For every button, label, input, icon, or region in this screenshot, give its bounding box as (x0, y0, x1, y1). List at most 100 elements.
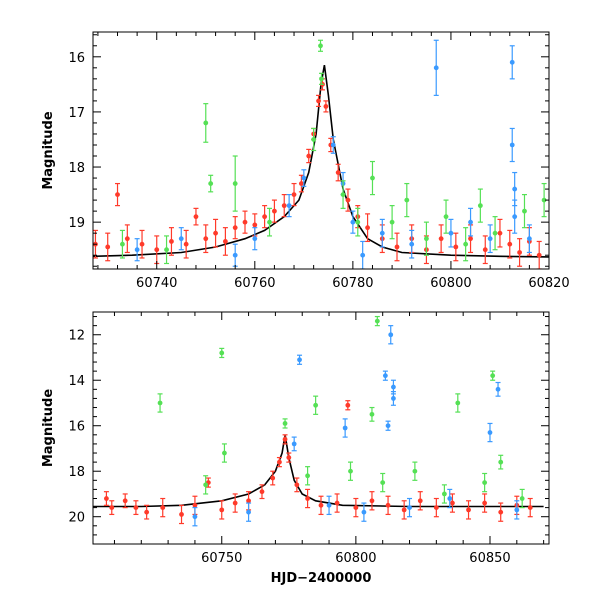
data-point (335, 170, 341, 175)
data-point (361, 509, 367, 515)
series-0 (103, 400, 533, 525)
data-point (447, 496, 453, 501)
x-tick-label: 60820 (528, 276, 569, 291)
data-point (311, 137, 317, 142)
y-tick-label: 18 (68, 465, 85, 480)
series-2 (157, 315, 525, 509)
data-point (380, 480, 386, 485)
data-point (385, 423, 391, 429)
data-point (495, 386, 501, 392)
data-point (222, 450, 227, 456)
data-point (313, 402, 319, 408)
data-point (353, 505, 359, 511)
data-point (448, 230, 454, 236)
data-point (541, 197, 547, 203)
data-point (350, 219, 356, 225)
model-curve (93, 64, 549, 258)
data-point (286, 203, 292, 209)
x-tick-label: 60800 (335, 551, 376, 566)
data-point (404, 197, 410, 203)
data-point (509, 59, 515, 65)
data-point (160, 505, 166, 511)
data-point (438, 236, 444, 242)
data-point (246, 498, 251, 504)
data-point (340, 192, 346, 197)
data-point (463, 241, 469, 247)
y-tick-label: 16 (68, 420, 85, 435)
data-point (203, 236, 209, 242)
y-axis-label: Magnitude (41, 111, 56, 190)
series-2 (119, 39, 547, 265)
data-point (208, 181, 214, 186)
data-point (453, 244, 459, 250)
data-point (527, 505, 533, 511)
data-point (412, 468, 418, 474)
bottom-panel: 60750 60800 60850 12 14 16 18 20 Magnitude HJD−24… (41, 311, 550, 586)
data-point (272, 208, 277, 214)
data-point (345, 197, 351, 203)
data-point (318, 43, 323, 49)
data-point (252, 222, 258, 228)
data-point (514, 507, 520, 513)
data-point (389, 219, 395, 225)
plot-frame (92, 311, 550, 545)
data-point (281, 203, 287, 209)
data-point (388, 332, 394, 338)
data-point (169, 239, 174, 244)
data-point (183, 241, 189, 247)
data-point (282, 421, 288, 426)
data-point (134, 247, 140, 253)
data-point (536, 252, 542, 258)
data-point (232, 252, 238, 258)
x-tick-label: 60780 (332, 276, 373, 291)
data-point (219, 350, 225, 356)
data-point (242, 219, 248, 225)
data-point (270, 475, 276, 481)
y-axis-label: Magnitude (41, 389, 56, 468)
x-tick-label: 60800 (430, 276, 471, 291)
data-point (385, 502, 391, 508)
data-point (455, 400, 461, 406)
data-point (246, 509, 251, 515)
data-point (305, 473, 310, 479)
data-point (298, 181, 304, 186)
data-point (374, 318, 380, 324)
data-point (526, 236, 532, 242)
data-point (369, 411, 375, 417)
x-tick-label: 60850 (469, 551, 510, 566)
data-point (391, 396, 396, 401)
data-point (379, 230, 385, 236)
data-point (345, 402, 351, 408)
data-point (369, 498, 375, 504)
data-point (291, 192, 297, 197)
data-point (277, 459, 282, 465)
data-point (115, 192, 120, 197)
data-point (192, 514, 198, 520)
data-point (394, 244, 400, 250)
y-tick-label: 20 (68, 511, 85, 526)
data-point (342, 425, 348, 431)
data-point (282, 436, 288, 442)
data-point (157, 400, 163, 406)
data-point (482, 480, 488, 485)
data-point (232, 225, 238, 231)
x-tick-label: 60740 (136, 276, 177, 291)
data-point (326, 502, 332, 508)
x-tick-label: 60750 (201, 551, 242, 566)
data-point (360, 252, 366, 258)
data-point (348, 468, 353, 474)
data-point (259, 489, 265, 495)
data-point (139, 241, 145, 247)
data-point (286, 455, 292, 460)
data-point (409, 241, 415, 247)
series-1 (192, 325, 520, 527)
data-point (512, 186, 518, 192)
y-tick-label: 19 (68, 216, 85, 231)
data-point (507, 241, 513, 247)
data-point (487, 236, 493, 242)
data-point (433, 65, 439, 71)
data-point (490, 373, 496, 379)
data-point (104, 496, 109, 501)
data-point (319, 76, 324, 82)
data-point (203, 120, 209, 126)
